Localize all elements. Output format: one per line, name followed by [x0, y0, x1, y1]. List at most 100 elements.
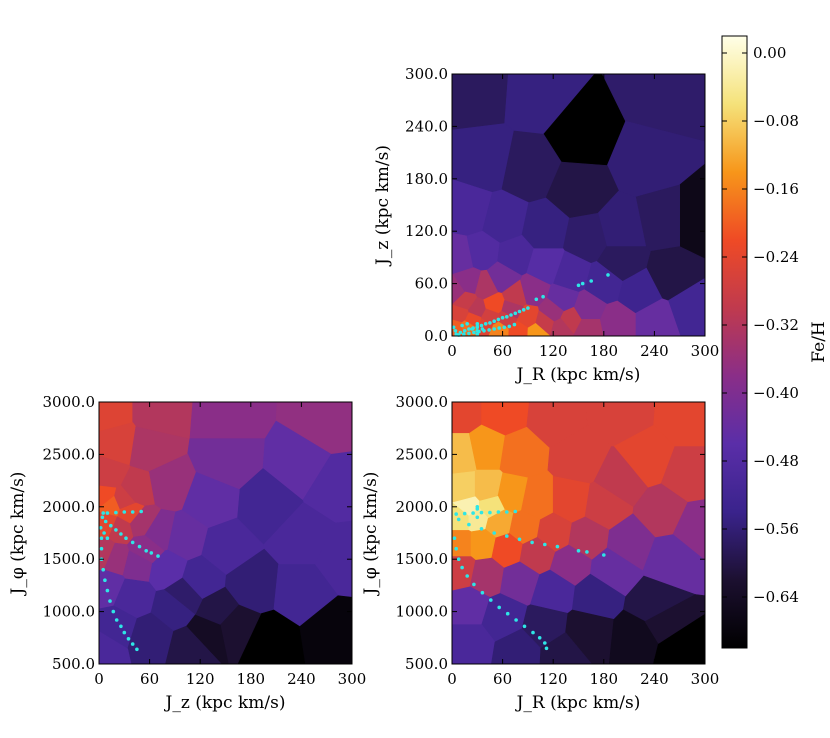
overlay-point	[544, 646, 549, 651]
colorbar-tick-label: 0.00	[753, 44, 786, 62]
plot-frame	[451, 401, 706, 665]
overlay-point	[513, 311, 518, 316]
overlay-point	[130, 642, 135, 646]
overlay-point	[497, 326, 501, 330]
colorbar-frame	[721, 35, 748, 649]
orbit-overlay	[452, 505, 606, 651]
y-tick-label: 1000.0	[43, 603, 96, 621]
y-tick-label: 3000.0	[43, 393, 96, 411]
overlay-point	[100, 515, 105, 520]
overlay-point	[144, 549, 148, 553]
overlay-point	[462, 511, 467, 516]
x-tick-label: 300	[338, 670, 367, 688]
x-tick-label: 240	[640, 670, 669, 688]
colorbar-tick-label: −0.24	[753, 248, 799, 266]
x-tick-label: 300	[691, 342, 720, 360]
overlay-point	[475, 322, 480, 326]
overlay-point	[521, 308, 526, 312]
y-tick-label: 2000.0	[396, 498, 449, 516]
overlay-point	[105, 511, 110, 515]
y-tick-label: 300.0	[405, 65, 448, 83]
y-tick-label: 2500.0	[43, 445, 96, 463]
overlay-point	[492, 327, 496, 331]
colorbar-tick-label: −0.56	[753, 520, 799, 538]
heatmap-cell	[189, 401, 278, 440]
overlay-point	[465, 322, 469, 326]
overlay-point	[467, 522, 471, 527]
y-axis-label: J_φ (kpc km/s)	[361, 472, 381, 597]
overlay-point	[475, 505, 480, 509]
x-tick-label: 120	[539, 670, 568, 688]
overlay-point	[471, 511, 475, 515]
colorbar-tick-label: −0.16	[753, 180, 799, 198]
overlay-point	[505, 315, 509, 319]
panel-bottom-left: 0 60 120 180 240 300 500.0 1000.0 1500.0 2000.0 2…	[8, 393, 366, 713]
overlay-point	[500, 315, 505, 320]
y-tick-label: 180.0	[405, 170, 448, 188]
overlay-point	[602, 553, 606, 557]
overlay-point	[480, 327, 485, 331]
x-tick-label: 120	[186, 670, 215, 688]
overlay-point	[475, 515, 480, 520]
heatmap-cells	[98, 401, 353, 665]
x-tick-label: 180	[589, 342, 618, 360]
y-tick-label: 1500.0	[43, 550, 96, 568]
heatmap-cell	[451, 73, 509, 131]
overlay-point	[102, 531, 106, 535]
colorbar-ticks: 0.00 −0.08 −0.16 −0.24 −0.32 −0.40 −0.48 −0.56 −…	[722, 44, 799, 606]
colorbar-tick-label: −0.48	[753, 452, 799, 470]
overlay-point	[507, 324, 512, 329]
overlay-point	[497, 605, 501, 610]
overlay-point	[99, 536, 104, 540]
overlay-point	[580, 281, 585, 286]
overlay-point	[135, 647, 139, 652]
overlay-point	[492, 319, 496, 323]
orbit-overlay	[451, 273, 610, 337]
overlay-point	[101, 567, 105, 572]
x-tick-label: 300	[691, 670, 720, 688]
overlay-point	[517, 537, 522, 542]
overlay-point	[105, 536, 110, 540]
colorbar-tick-label: −0.40	[753, 384, 799, 402]
x-tick-label: 180	[589, 670, 618, 688]
y-axis-ticks: 500.0 1000.0 1500.0 2000.0 2500.0 3000.0	[396, 393, 705, 673]
overlay-point	[454, 512, 458, 516]
overlay-point	[505, 534, 509, 538]
overlay-point	[109, 523, 113, 528]
overlay-point	[514, 618, 518, 622]
overlay-point	[475, 329, 480, 333]
overlay-point	[458, 330, 463, 335]
heatmap-cell	[164, 577, 203, 615]
overlay-point	[479, 527, 484, 531]
overlay-point	[526, 306, 530, 310]
overlay-point	[124, 536, 128, 540]
overlay-point	[606, 273, 610, 277]
overlay-point	[543, 542, 547, 547]
overlay-point	[452, 536, 457, 540]
heatmap-cell	[451, 530, 472, 557]
panel-bottom-right: 0 60 120 180 240 300 500.0 1000.0 1500.0 2000.0 2…	[361, 393, 719, 713]
overlay-point	[537, 636, 542, 640]
overlay-point	[451, 325, 456, 330]
y-tick-label: 1500.0	[396, 550, 449, 568]
overlay-point	[585, 550, 589, 554]
overlay-point	[98, 526, 103, 530]
overlay-point	[483, 322, 488, 326]
overlay-point	[496, 317, 501, 322]
overlay-point	[512, 322, 517, 327]
x-tick-label: 0	[447, 670, 457, 688]
overlay-point	[130, 510, 135, 514]
y-tick-label: 500.0	[52, 655, 95, 673]
overlay-point	[111, 609, 116, 614]
colorbar-tick-label: −0.32	[753, 316, 799, 334]
overlay-point	[589, 279, 593, 283]
overlay-point	[137, 544, 142, 549]
y-axis-ticks: 0.0 60.0 120.0 180.0 240.0 300.0	[405, 65, 705, 345]
heatmap-cell	[560, 306, 582, 335]
overlay-point	[475, 325, 480, 330]
overlay-point	[487, 328, 491, 332]
overlay-point	[576, 283, 581, 288]
overlay-point	[502, 325, 507, 330]
x-axis-label: J_z (kpc km/s)	[164, 693, 286, 713]
x-tick-label: 0	[94, 670, 104, 688]
